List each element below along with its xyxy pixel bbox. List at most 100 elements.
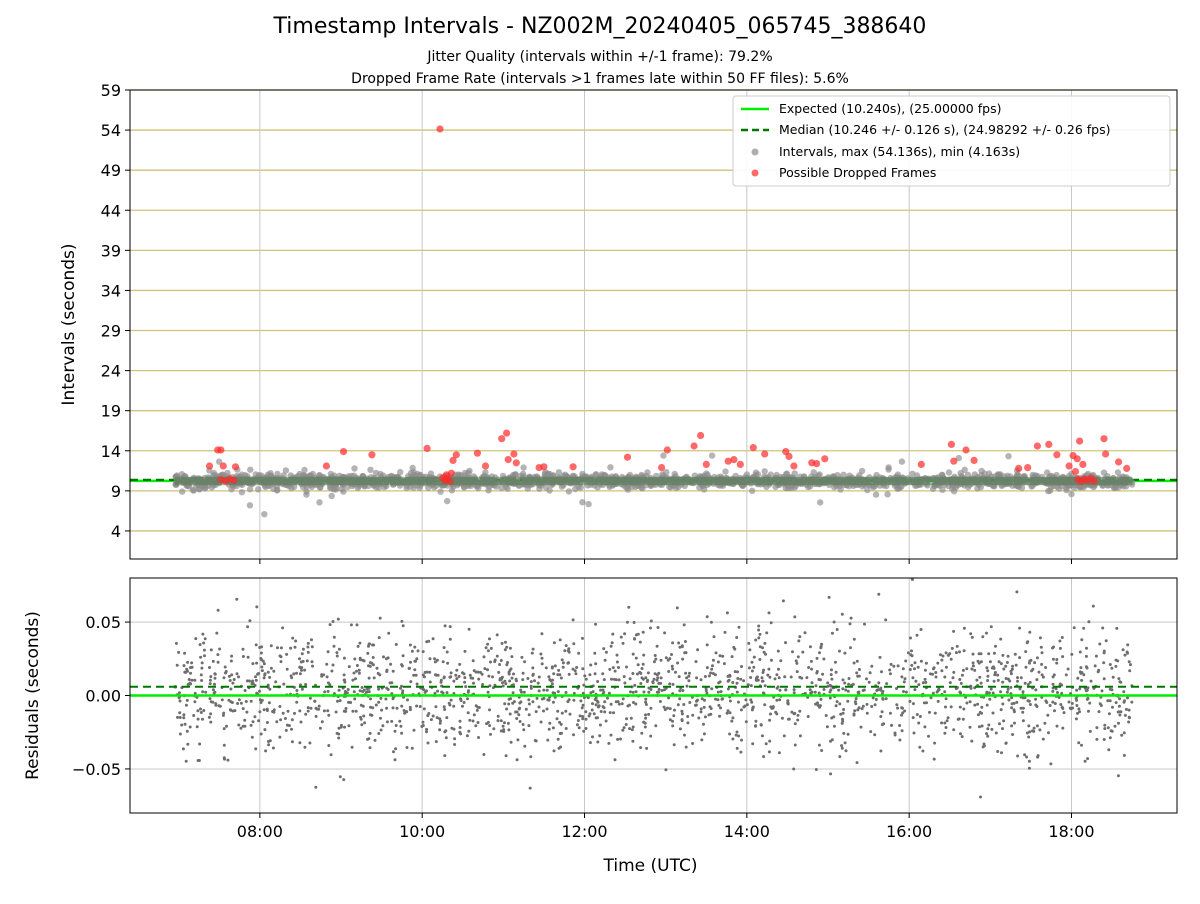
residual-point [281,711,285,715]
residual-point [481,683,485,686]
residual-point [212,691,216,695]
residual-point [702,722,705,726]
residual-point [713,673,717,677]
residual-point [384,657,388,661]
residual-point [1027,661,1031,665]
residual-point [510,676,514,680]
residual-point [1009,672,1013,676]
residual-point [1102,677,1106,681]
residual-point [1023,696,1027,700]
residual-point [1126,696,1129,700]
residual-point [467,627,471,631]
residual-point [759,723,763,727]
residual-point [1035,678,1039,682]
y-tick-label: −0.05 [72,760,121,779]
residual-point [529,680,533,684]
residual-point [1101,626,1105,630]
residual-point [677,675,681,679]
residual-point [1013,721,1016,725]
residual-point [1025,755,1029,759]
residual-point [750,700,754,704]
residual-point [721,654,725,658]
residual-point [664,768,668,772]
chart-title: Timestamp Intervals - NZ002M_20240405_06… [273,14,927,39]
residual-point [828,690,832,694]
residual-point [558,720,562,724]
residual-point [392,750,395,754]
residual-point [852,637,856,641]
residual-point [509,697,513,701]
residual-point [898,738,902,742]
residual-point [990,666,994,670]
residual-point [540,662,544,666]
residual-point [1021,719,1025,723]
residual-point [196,709,200,713]
residual-point [1123,653,1127,657]
residual-point [994,731,998,735]
residual-point [642,690,646,694]
residual-point [259,732,263,736]
residual-point [989,625,993,629]
residual-point [943,675,947,679]
residual-point [934,675,938,679]
residual-point [343,690,347,693]
residual-point [503,679,507,683]
residual-point [290,718,294,722]
residual-point [547,698,551,702]
residual-point [728,711,732,715]
residual-point [603,700,607,704]
dropped-frame-point [219,462,227,470]
residual-point [402,709,406,712]
residual-point [873,733,877,737]
interval-point [671,470,678,478]
residual-point [892,664,896,668]
residual-point [839,712,843,716]
residual-point [193,691,197,695]
y-tick-label: 49 [101,161,121,180]
residual-point [775,673,779,677]
residual-point [793,722,797,726]
residual-point [354,677,357,681]
x-tick-label: 08:00 [237,822,283,841]
residual-point [957,717,961,721]
residual-point [923,677,927,681]
interval-point [749,487,756,494]
residual-point [586,696,590,700]
residual-point [625,717,629,721]
residual-point [1088,701,1092,705]
residual-point [890,723,893,727]
residual-point [686,721,690,725]
residual-point [632,701,635,704]
residual-point [969,632,973,636]
residual-point [1097,710,1101,714]
residual-point [245,710,249,714]
residual-point [520,655,524,659]
residual-point [1016,679,1019,683]
residual-point [575,666,579,669]
residual-point [1018,626,1022,630]
residual-point [609,644,613,648]
residual-point [556,690,560,694]
residual-point [949,705,953,709]
residual-point [311,664,314,668]
residual-point [980,724,984,728]
interval-point [255,471,263,479]
residual-point [846,732,850,736]
residual-point [1036,754,1040,758]
residual-point [359,717,363,721]
residual-point [529,684,533,688]
residual-point [528,786,532,790]
residual-point [678,697,682,701]
residual-point [1080,638,1084,642]
residual-point [945,719,949,723]
residual-point [873,703,877,707]
residual-point [535,696,539,700]
residual-point [390,681,394,685]
residual-point [351,709,355,713]
residual-point [1104,639,1108,643]
dropped-frame-point [449,456,457,464]
residual-point [757,628,761,632]
residual-point [752,665,756,669]
residual-point [299,720,303,724]
residual-point [294,639,298,643]
